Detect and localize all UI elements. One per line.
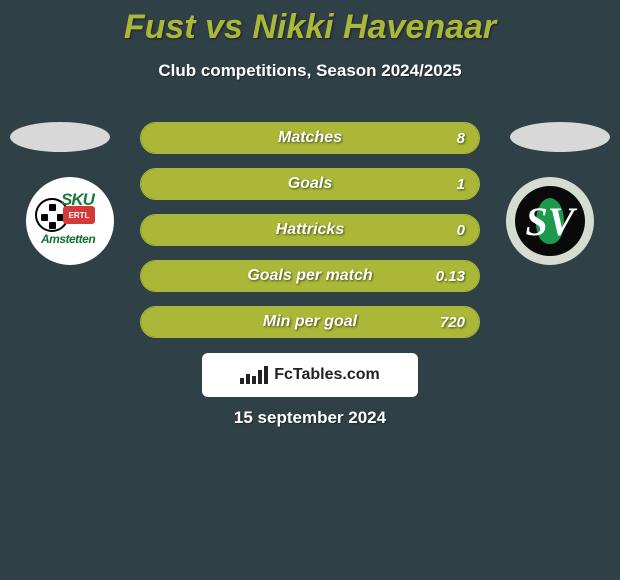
stat-value: 0	[457, 222, 465, 239]
stat-row-goals-per-match: Goals per match 0.13	[140, 260, 480, 292]
stat-row-min-per-goal: Min per goal 720	[140, 306, 480, 338]
stat-label: Min per goal	[141, 313, 479, 331]
page-subtitle: Club competitions, Season 2024/2025	[0, 61, 620, 81]
stat-value: 8	[457, 130, 465, 147]
club-right-letters: SV	[526, 198, 575, 245]
stats-container: Matches 8 Goals 1 Hattricks 0 Goals per …	[140, 122, 480, 352]
club-logo-left: SKU ERTL Amstetten	[26, 177, 114, 265]
sku-logo: SKU ERTL Amstetten	[33, 184, 107, 258]
club-logo-right: SV	[506, 177, 594, 265]
club-left-badge: ERTL	[63, 206, 95, 224]
stat-value: 0.13	[436, 268, 465, 285]
stat-label: Matches	[141, 129, 479, 147]
chart-icon	[240, 366, 268, 384]
club-left-sub-text: Amstetten	[41, 232, 95, 246]
attribution-box: FcTables.com	[202, 353, 418, 397]
player-avatar-right	[510, 122, 610, 152]
sv-logo: SV	[515, 186, 585, 256]
stat-label: Hattricks	[141, 221, 479, 239]
stat-row-hattricks: Hattricks 0	[140, 214, 480, 246]
page-title: Fust vs Nikki Havenaar	[0, 0, 620, 47]
date-text: 15 september 2024	[0, 408, 620, 428]
player-avatar-left	[10, 122, 110, 152]
stat-row-matches: Matches 8	[140, 122, 480, 154]
attribution-text: FcTables.com	[274, 366, 380, 384]
stat-row-goals: Goals 1	[140, 168, 480, 200]
stat-value: 1	[457, 176, 465, 193]
stat-value: 720	[440, 314, 465, 331]
stat-label: Goals per match	[141, 267, 479, 285]
stat-label: Goals	[141, 175, 479, 193]
